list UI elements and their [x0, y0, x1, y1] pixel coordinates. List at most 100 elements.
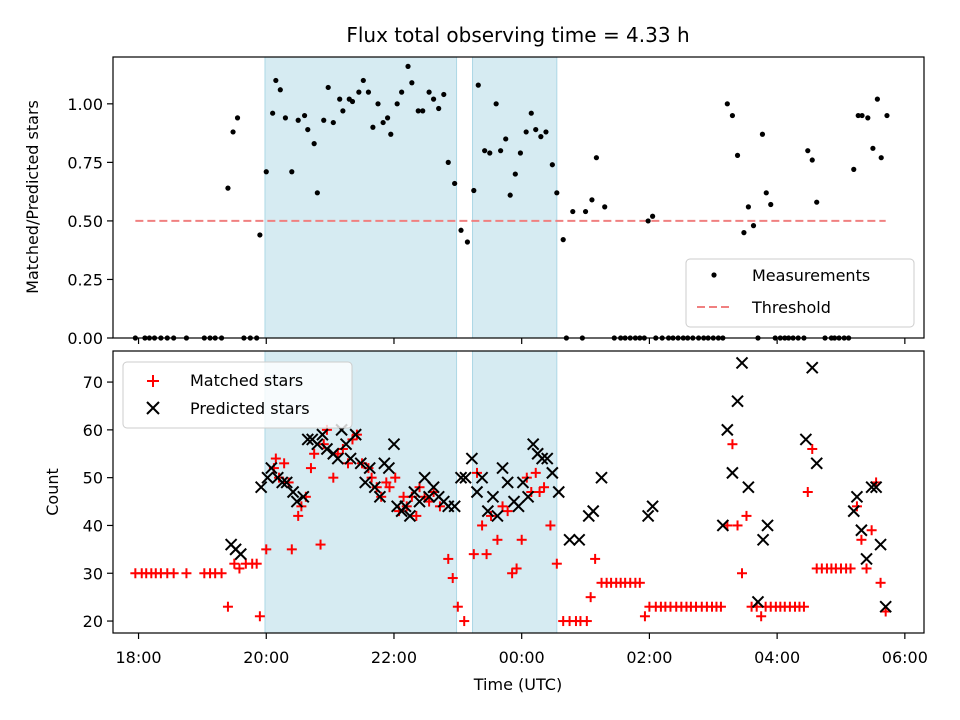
predicted-point: [481, 504, 495, 518]
measurement-point: [482, 148, 488, 154]
matched-point: [861, 563, 872, 574]
matched-point: [347, 434, 358, 445]
measurement-point: [464, 239, 471, 245]
matched-point: [168, 568, 179, 579]
measurement-point: [724, 101, 730, 107]
y-tick-label: 20: [83, 612, 103, 631]
measurement-point: [874, 96, 880, 102]
x-tick-label: 04:00: [754, 648, 800, 667]
measurement-point: [314, 190, 320, 196]
matched-point: [727, 439, 738, 450]
measurement-point: [234, 115, 241, 121]
predicted-point: [265, 461, 278, 475]
y-tick-label: 0.00: [67, 329, 103, 348]
measurement-point: [295, 117, 301, 123]
matched-point: [216, 568, 227, 579]
matched-point: [293, 510, 304, 521]
x-tick-label: 22:00: [371, 648, 417, 667]
predicted-point: [280, 476, 293, 489]
predicted-point: [331, 452, 344, 465]
measurement-point: [517, 150, 524, 156]
matched-point: [459, 616, 470, 627]
matched-point: [497, 501, 508, 512]
matched-point: [234, 563, 245, 574]
predicted-point: [731, 394, 744, 408]
measurement-point: [805, 148, 811, 154]
matched-point: [737, 568, 748, 579]
predicted-point: [359, 476, 372, 489]
measurement-point: [420, 108, 426, 114]
predicted-point: [422, 490, 436, 503]
predicted-point: [339, 437, 353, 451]
matched-point: [477, 520, 488, 531]
bottom-axes-frame: [112, 350, 925, 634]
y-tick-label: 0.50: [67, 212, 103, 231]
matched-point: [634, 577, 645, 588]
predicted-point: [344, 452, 357, 465]
measurement-point: [375, 101, 381, 107]
legend-predicted-marker: [146, 401, 160, 415]
matched-point: [309, 448, 320, 459]
measurement-point: [282, 115, 289, 121]
predicted-point: [382, 461, 396, 475]
measurement-point: [768, 201, 774, 208]
matched-point: [279, 458, 290, 469]
predicted-point: [541, 452, 554, 465]
predicted-point: [387, 437, 401, 451]
matched-point: [639, 611, 650, 622]
measurement-point: [321, 117, 327, 123]
matched-point: [511, 563, 522, 574]
matched-point: [807, 443, 818, 454]
matched-point: [181, 568, 192, 579]
measurement-point: [405, 63, 411, 69]
legend-matched-label: Matched stars: [190, 371, 303, 390]
matched-point: [254, 611, 265, 622]
measurement-point: [859, 112, 865, 119]
predicted-point: [496, 461, 509, 475]
predicted-point: [459, 471, 472, 484]
measurement-point: [487, 150, 493, 156]
matched-point: [222, 601, 233, 612]
legend-measurements-label: Measurements: [752, 266, 870, 285]
matched-point: [229, 558, 240, 569]
measurement-point: [305, 126, 311, 133]
predicted-point: [535, 452, 549, 465]
predicted-point: [850, 490, 864, 503]
predicted-point: [408, 485, 421, 499]
matched-point: [756, 611, 767, 622]
measurement-point: [388, 131, 394, 137]
matched-point: [802, 487, 813, 497]
bottom-predicted-points: [224, 356, 892, 613]
matched-point: [443, 553, 454, 564]
bottom-x-ticks: 18:00 20:00 22:00 00:00 02:00 04:00 06:00: [115, 633, 928, 667]
predicted-point: [716, 519, 730, 532]
matched-point: [424, 496, 435, 507]
measurement-point: [593, 155, 600, 161]
predicted-point: [311, 437, 324, 451]
measurement-point: [230, 129, 236, 135]
top-legend-box: [685, 258, 915, 328]
top-legend: Measurements Threshold: [685, 258, 915, 328]
matched-point: [507, 568, 518, 579]
legend-predicted-label: Predicted stars: [190, 399, 310, 418]
predicted-point: [595, 471, 608, 484]
measurement-point: [436, 105, 442, 112]
measurement-point: [399, 89, 405, 95]
matched-point: [741, 510, 752, 521]
matched-point: [851, 501, 862, 512]
matched-point: [261, 544, 272, 555]
predicted-point: [297, 490, 310, 503]
predicted-point: [726, 466, 739, 480]
measurement-point: [870, 145, 876, 151]
measurement-point: [360, 77, 366, 84]
bottom-matched-points: [130, 424, 891, 627]
measurement-point: [512, 171, 518, 177]
measurement-point: [729, 112, 736, 119]
x-axis-label: Time (UTC): [473, 675, 562, 694]
predicted-point: [276, 476, 289, 489]
predicted-point: [756, 533, 770, 547]
matched-point: [286, 544, 297, 555]
predicted-point: [320, 442, 334, 456]
measurement-point: [370, 124, 376, 130]
